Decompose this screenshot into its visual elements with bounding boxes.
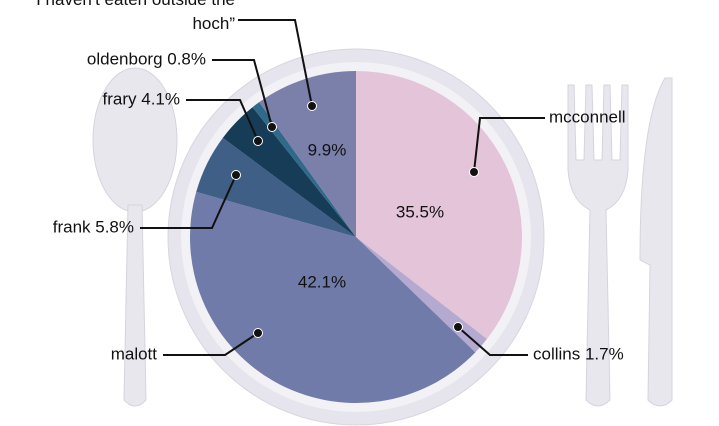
fork: [567, 84, 629, 407]
leader-dot: [469, 167, 479, 177]
leader-line: [163, 332, 259, 356]
slice-label: frank 5.8%: [53, 217, 134, 236]
leader-line: [212, 59, 273, 128]
pie-slice: [196, 137, 356, 237]
leader-dot: [453, 322, 463, 332]
leader-dot: [231, 170, 241, 180]
value-label: 42.1%: [298, 272, 346, 291]
slice-label: malott: [111, 344, 158, 363]
leader-line: [473, 117, 545, 173]
slice-label: frary 4.1%: [103, 89, 180, 108]
leader-dot: [267, 122, 277, 132]
leader-line: [457, 326, 528, 356]
pie-slice: [190, 191, 476, 404]
knife: [639, 77, 673, 407]
leader-line: [186, 99, 259, 142]
leader-dot: [307, 101, 317, 111]
leader-dot: [253, 136, 263, 146]
spoon: [92, 67, 178, 407]
pie-slice: [259, 71, 356, 237]
pie-slice: [252, 102, 356, 238]
slice-label: “I haven't eaten outside the hoch”: [30, 0, 235, 33]
value-label: 9.9%: [308, 140, 347, 159]
pie-slice: [356, 237, 487, 353]
slice-label: collins 1.7%: [533, 344, 624, 363]
leader-line: [238, 19, 313, 107]
slice-label: oldenborg 0.8%: [87, 49, 206, 68]
leader-dot: [253, 328, 263, 338]
leader-line: [140, 174, 237, 229]
value-label: 35.5%: [396, 202, 444, 221]
pie-slice: [356, 71, 522, 340]
slice-label: mcconnell: [549, 107, 626, 126]
